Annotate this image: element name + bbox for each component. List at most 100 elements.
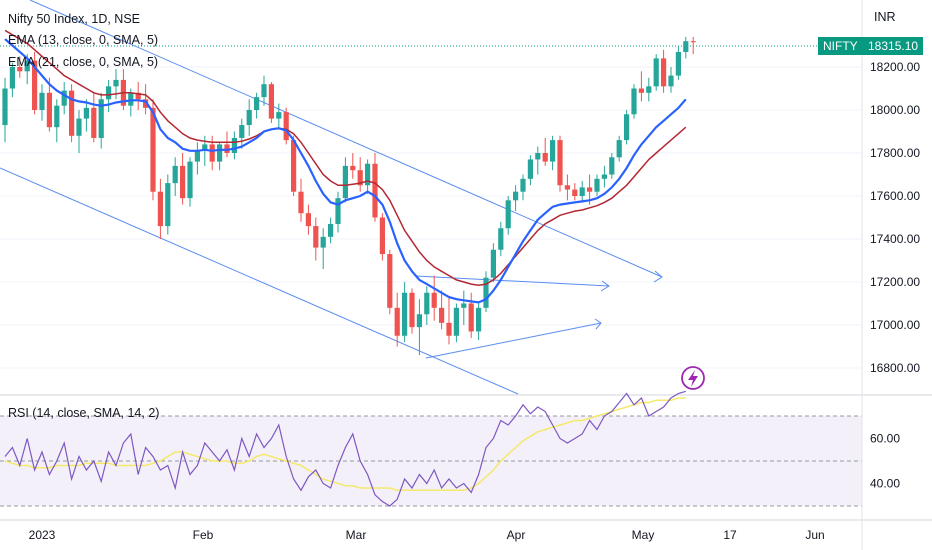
time-tick-label: 17	[723, 528, 737, 542]
time-tick-label: Apr	[507, 528, 526, 542]
candle-body	[291, 140, 297, 192]
rsi-line	[4, 390, 686, 507]
candle-body	[157, 191, 163, 227]
candle-body	[305, 213, 311, 227]
candle-body	[594, 178, 600, 192]
candle-body	[535, 153, 541, 160]
candle-body	[638, 88, 644, 93]
candle-body	[113, 79, 119, 87]
candle-body	[394, 307, 400, 336]
candle-body	[2, 88, 8, 126]
candle-body	[609, 157, 615, 175]
candle-body	[439, 307, 445, 323]
candle-body	[490, 249, 496, 278]
candle-body	[9, 67, 15, 89]
candle-body	[350, 165, 356, 171]
candle-body	[513, 191, 519, 201]
candle-body	[61, 90, 67, 106]
candle-body	[283, 112, 289, 141]
price-badge: 18315.10	[863, 37, 924, 55]
candlestick-series	[2, 36, 696, 356]
candle-body	[616, 140, 622, 158]
candle-body	[17, 67, 23, 72]
candle-body	[209, 144, 215, 162]
candle-body	[661, 58, 667, 87]
time-tick-label: 2023	[29, 528, 56, 542]
candle-body	[542, 153, 548, 162]
time-tick-label: May	[632, 528, 655, 542]
candle-body	[246, 110, 252, 126]
candle-body	[194, 150, 200, 162]
candle-body	[587, 187, 593, 192]
channel-upper-line[interactable]	[29, 0, 663, 278]
candle-body	[379, 217, 385, 255]
candle-body	[261, 84, 267, 98]
candle-body	[39, 92, 45, 110]
candle-body	[668, 75, 674, 87]
horizontal-projection-line[interactable]	[415, 275, 610, 287]
time-tick-label: Mar	[346, 528, 367, 542]
candle-body	[624, 114, 630, 141]
candle-body	[357, 170, 363, 186]
candle-body	[498, 228, 504, 250]
candle-body	[268, 84, 274, 119]
candle-body	[202, 144, 208, 151]
price-tick-label: 17600.00	[870, 189, 920, 203]
candle-body	[453, 307, 459, 336]
candle-body	[254, 97, 260, 110]
candle-body	[135, 92, 141, 100]
support-projection-line[interactable]	[425, 322, 602, 359]
ema-21-line	[4, 29, 687, 286]
candle-body	[505, 200, 511, 229]
candle-body	[46, 92, 52, 128]
candle-body	[276, 112, 282, 119]
rsi-legend[interactable]: RSI (14, close, SMA, 14, 2)	[8, 406, 160, 420]
candle-body	[550, 140, 556, 162]
candle-body	[683, 41, 689, 52]
candle-body	[172, 165, 178, 184]
symbol-badge: NIFTY	[818, 37, 863, 55]
candle-body	[557, 140, 563, 186]
candle-body	[342, 165, 348, 199]
lightning-bolt-icon[interactable]	[681, 366, 705, 390]
candle-body	[313, 226, 319, 248]
ema-13-legend[interactable]: EMA (13, close, 0, SMA, 5)	[8, 33, 159, 47]
candle-body	[335, 198, 341, 224]
price-tick-label: 17000.00	[870, 318, 920, 332]
candle-body	[328, 223, 334, 237]
candle-body	[231, 137, 237, 153]
candle-body	[298, 191, 304, 214]
currency-label: INR	[874, 10, 896, 24]
time-tick-label: Jun	[805, 528, 824, 542]
candle-body	[461, 303, 467, 308]
price-tick-label: 17400.00	[870, 232, 920, 246]
candle-body	[646, 86, 652, 93]
arrow-head-upper	[653, 270, 663, 283]
candle-body	[690, 41, 696, 43]
trend-lines[interactable]	[0, 0, 663, 395]
rsi-axis-labels: 40.00 60.00	[870, 432, 900, 491]
candle-body	[54, 105, 60, 128]
candle-body	[106, 86, 112, 100]
candle-body	[150, 107, 156, 192]
candle-body	[180, 165, 186, 199]
price-tick-label: 17200.00	[870, 275, 920, 289]
ema-13-line	[4, 38, 687, 304]
channel-lower-line[interactable]	[0, 167, 519, 395]
candle-body	[675, 51, 681, 76]
candle-body	[572, 189, 578, 196]
candle-body	[520, 178, 526, 192]
candle-body	[24, 60, 30, 72]
candle-body	[165, 183, 171, 227]
candle-body	[416, 314, 422, 328]
candle-body	[601, 174, 607, 179]
candle-body	[143, 99, 149, 108]
price-axis-labels: 16800.00 17000.00 17200.00 17400.00 17600.00…	[870, 60, 920, 375]
time-axis-labels: 2023 Feb Mar Apr May 17 Jun	[29, 528, 825, 542]
ema-21-legend[interactable]: EMA (21, close, 0, SMA, 5)	[8, 55, 159, 69]
candle-body	[431, 292, 437, 308]
candle-body	[402, 292, 408, 336]
candle-body	[483, 277, 489, 308]
candle-body	[217, 144, 223, 162]
